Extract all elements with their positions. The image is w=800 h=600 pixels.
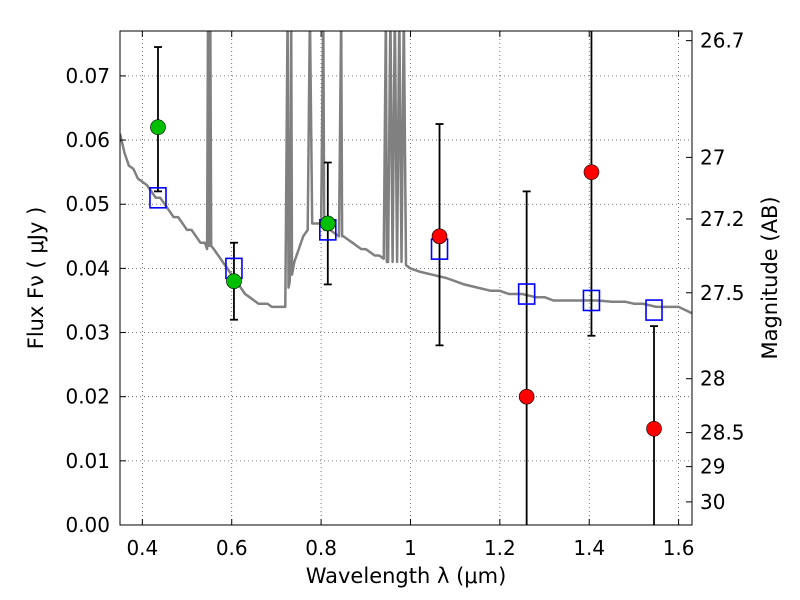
x-tick-label: 0.4 <box>126 536 158 560</box>
observed-flux-point <box>150 119 166 136</box>
template-spectrum-line <box>120 31 692 315</box>
y-tick-label: 0.04 <box>65 256 110 280</box>
axis-ticks: 0.4 0.6 0.8 1 1.2 1.4 1.6 0.00 0.01 0.02 0.03 0.04 0… <box>65 29 744 560</box>
right-tick-label: 28.5 <box>700 421 745 445</box>
right-tick-label: 30 <box>700 490 725 514</box>
right-axis-label: Magnitude (AB) <box>758 196 782 359</box>
observed-flux-point <box>583 164 600 180</box>
plot-frame <box>119 30 693 526</box>
right-tick-label: 27 <box>700 145 725 169</box>
observed-flux-point <box>431 228 448 245</box>
grid <box>120 31 692 526</box>
y-tick-label: 0.05 <box>65 192 110 216</box>
observed-flux-point <box>319 215 336 232</box>
x-tick-label: 1 <box>404 536 417 560</box>
model-flux-square <box>149 187 167 209</box>
y-tick-label: 0.03 <box>65 321 110 345</box>
x-tick-label: 1.6 <box>663 536 695 560</box>
x-axis-label: Wavelength λ (μm) <box>306 564 507 588</box>
right-tick-label: 29 <box>700 455 725 479</box>
y-tick-label: 0.06 <box>65 128 110 152</box>
x-tick-label: 1.2 <box>484 536 516 560</box>
x-tick-label: 1.4 <box>573 536 605 560</box>
observed-flux-point <box>518 388 535 405</box>
y-tick-label: 0.07 <box>65 64 110 88</box>
right-tick-label: 26.7 <box>700 29 745 53</box>
model-flux-square <box>582 289 601 312</box>
observed-flux-point <box>226 273 242 290</box>
right-tick-label: 27.5 <box>700 281 745 305</box>
y-axis-label: Flux Fν ( μJy ) <box>24 207 48 350</box>
x-tick-label: 0.8 <box>305 536 337 560</box>
observed-flux-point <box>646 420 662 437</box>
right-tick-label: 28 <box>700 367 725 391</box>
right-tick-label: 27.2 <box>700 207 745 231</box>
model-flux-square <box>645 299 663 321</box>
y-tick-label: 0.00 <box>65 513 110 537</box>
y-tick-label: 0.01 <box>65 449 110 473</box>
plot-series-group <box>120 31 692 525</box>
x-tick-label: 0.6 <box>216 536 248 560</box>
plot-area <box>120 31 692 525</box>
y-tick-label: 0.02 <box>65 385 110 409</box>
model-flux-square <box>517 283 536 305</box>
